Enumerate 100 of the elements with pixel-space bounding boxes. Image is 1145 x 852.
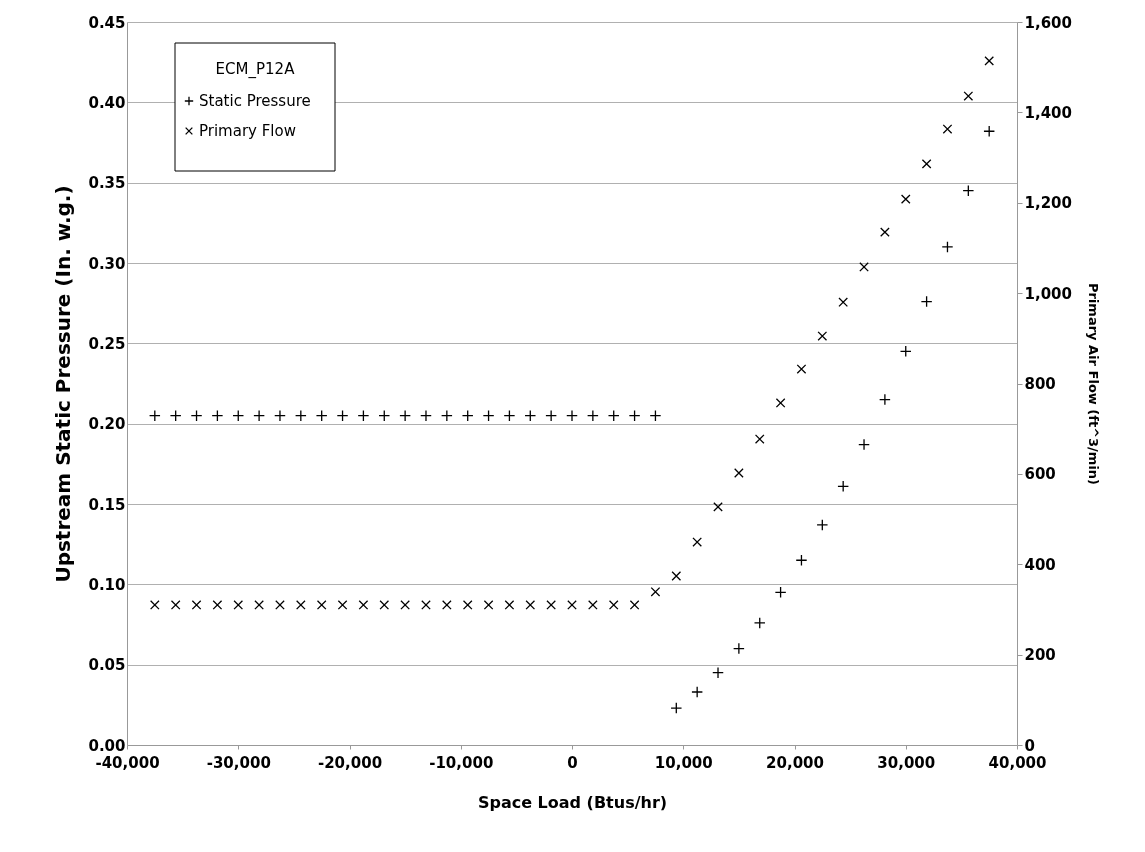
y2-tick-label: 600 [1024, 465, 1056, 484]
point [503, 409, 516, 422]
point [838, 297, 849, 308]
point [629, 600, 640, 610]
point [942, 124, 953, 134]
point [712, 666, 724, 679]
point [795, 554, 808, 567]
point [524, 409, 537, 422]
y-tick-label: 0.10 [88, 575, 126, 594]
point [796, 364, 807, 374]
point [920, 295, 933, 308]
point [170, 600, 181, 610]
point [608, 600, 619, 610]
point [191, 600, 202, 610]
point [734, 468, 744, 478]
point [253, 409, 265, 422]
point [692, 537, 702, 547]
point [545, 409, 558, 422]
point [753, 617, 766, 629]
y-axis-title: Upstream Static Pressure (In. w.g.) [51, 185, 76, 583]
y-tick-label: 0.30 [88, 254, 126, 273]
point [461, 409, 474, 422]
point [859, 262, 869, 272]
point [649, 409, 662, 422]
x-tick-label: -40,000 [95, 753, 160, 772]
point [566, 409, 578, 422]
point [169, 409, 182, 422]
point [378, 409, 391, 422]
y2-tick-label: 1,400 [1024, 103, 1072, 122]
point [732, 642, 745, 655]
y-tick-label: 0.40 [88, 93, 126, 112]
point [440, 409, 453, 422]
point [588, 600, 598, 610]
point [899, 345, 912, 358]
x-tick-label: -20,000 [317, 753, 383, 772]
y2-axis-title: Primary Air Flow (ft^3/min) [1085, 282, 1101, 486]
x-tick-label: -30,000 [206, 753, 271, 772]
point [274, 409, 286, 422]
point [336, 409, 349, 422]
x-tick-label: 0 [567, 753, 578, 772]
point [567, 600, 577, 610]
point [774, 586, 787, 599]
point [316, 600, 327, 610]
point [254, 600, 264, 610]
point [232, 409, 245, 422]
x-tick-label: 20,000 [766, 753, 824, 772]
point [670, 702, 683, 714]
y2-tick-label: 800 [1024, 375, 1056, 393]
y2-tick-label: 400 [1024, 555, 1056, 574]
point [315, 409, 328, 422]
point [357, 409, 370, 422]
point [586, 409, 599, 422]
legend-label: Static Pressure [199, 92, 311, 110]
y-tick-label: 0.45 [88, 13, 126, 32]
y-tick-label: 0.35 [88, 174, 126, 193]
point [233, 600, 244, 610]
point [628, 409, 641, 422]
point [546, 600, 556, 610]
point [650, 586, 661, 597]
point [984, 56, 995, 66]
point [837, 480, 850, 493]
point [816, 518, 829, 531]
point [294, 409, 307, 422]
point [149, 600, 160, 610]
point [190, 409, 203, 422]
legend-label: Primary Flow [199, 122, 296, 140]
point [420, 409, 432, 422]
point [400, 600, 410, 610]
point [607, 409, 620, 422]
point [504, 600, 515, 610]
point [983, 125, 996, 138]
point [462, 600, 473, 610]
legend-title: ECM_P12A [215, 60, 296, 79]
point [379, 600, 390, 610]
point [442, 600, 452, 610]
point [212, 600, 223, 610]
y2-tick-label: 1,600 [1024, 13, 1072, 32]
point [421, 600, 431, 610]
y-tick-label: 0.20 [88, 415, 126, 434]
point [962, 184, 975, 197]
x-tick-label: 40,000 [988, 753, 1047, 772]
point [691, 686, 704, 698]
point [921, 159, 932, 169]
point [275, 600, 285, 610]
point [880, 227, 890, 237]
y2-tick-label: 0 [1024, 736, 1035, 755]
y2-tick-label: 200 [1024, 646, 1056, 665]
point [525, 600, 536, 610]
point [482, 409, 495, 422]
point [148, 409, 161, 422]
point [358, 600, 369, 610]
point [941, 241, 954, 253]
x-tick-label: 30,000 [877, 753, 936, 772]
point [817, 331, 828, 341]
point [399, 409, 412, 422]
point [483, 600, 494, 610]
x-tick-label: 10,000 [654, 753, 713, 772]
y-tick-label: 0.25 [88, 334, 126, 353]
y2-tick-label: 1,000 [1024, 284, 1072, 303]
x-tick-label: -10,000 [429, 753, 494, 772]
